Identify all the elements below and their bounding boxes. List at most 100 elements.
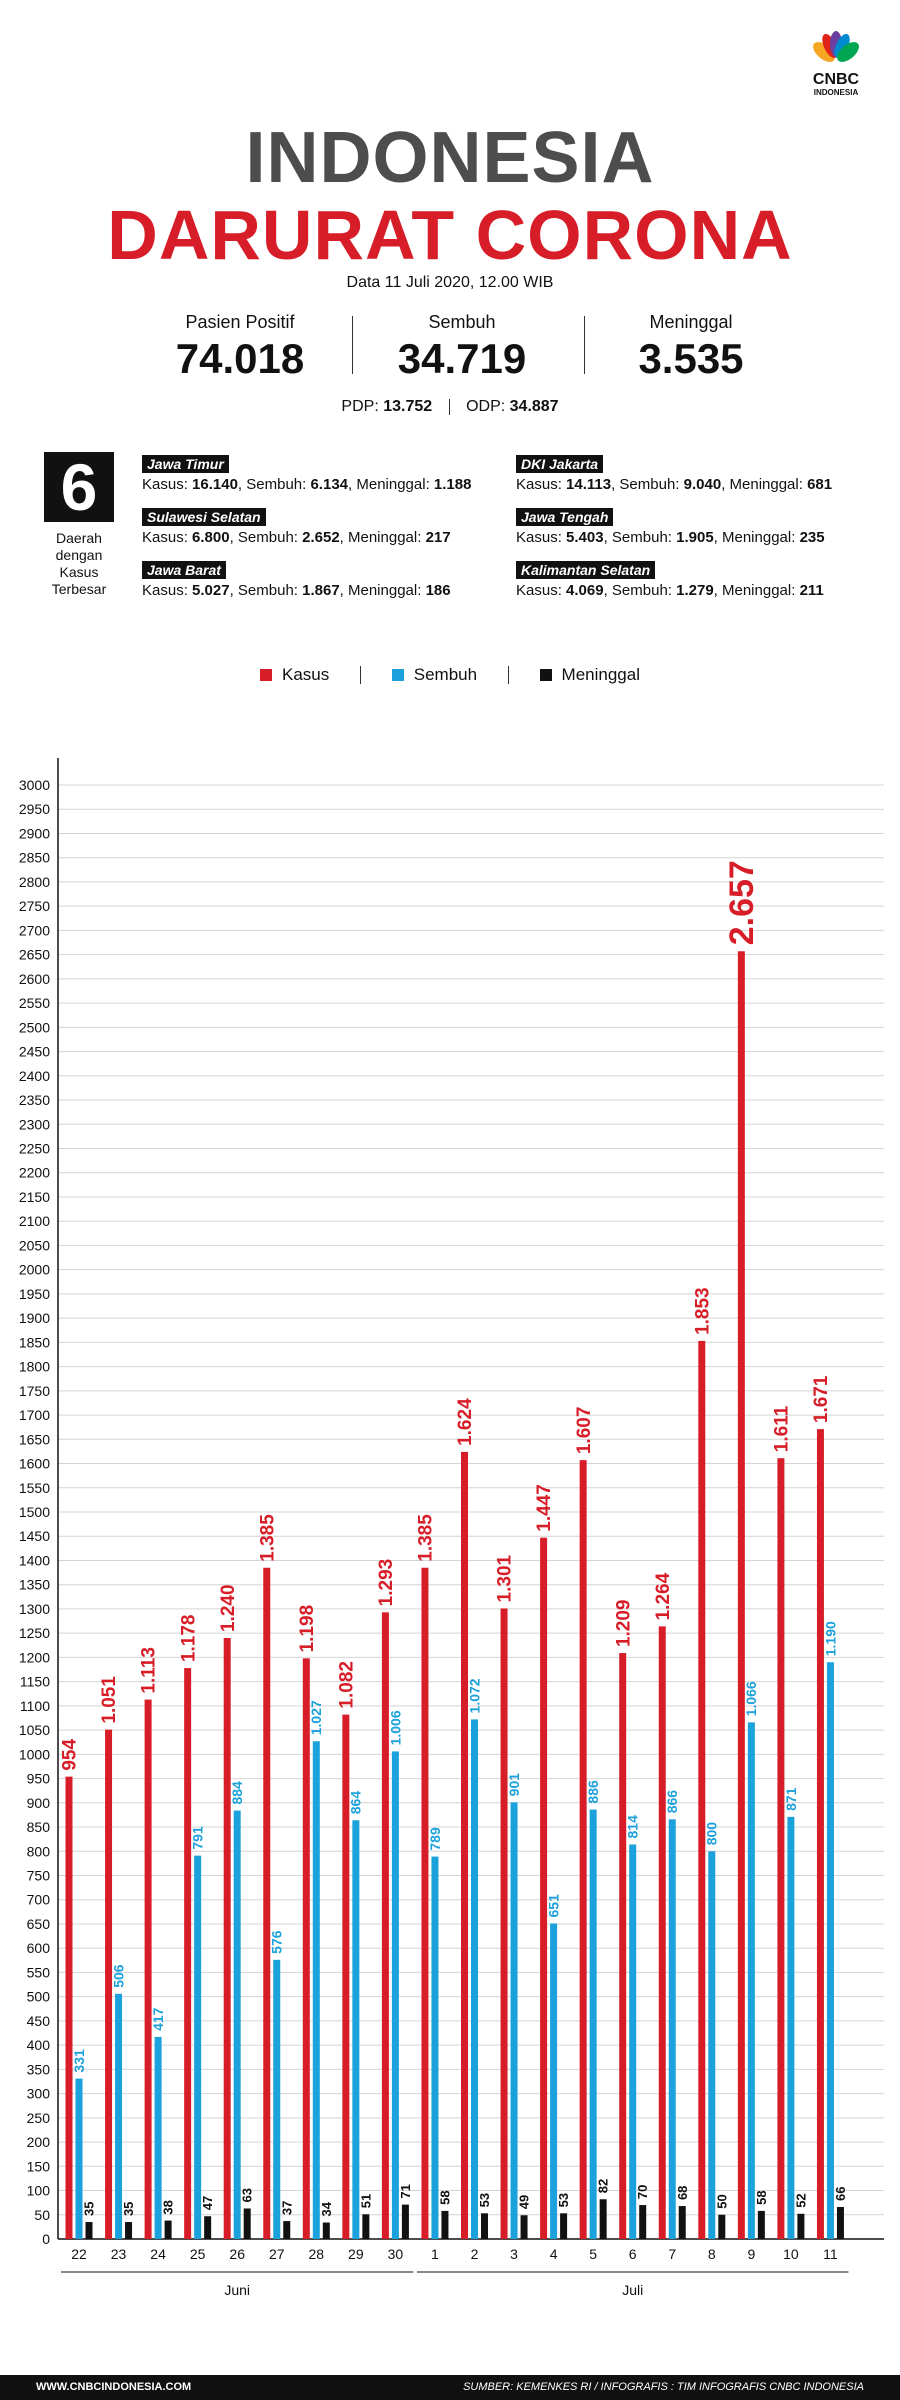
y-tick-label: 800 (27, 1843, 51, 1859)
y-tick-label: 2850 (19, 850, 50, 866)
region-kalimantan-selatan: Kalimantan Selatan Kasus: 4.069, Sembuh:… (516, 561, 896, 599)
y-tick-label: 2750 (19, 898, 50, 914)
value-label-meninggal: 52 (793, 2193, 808, 2207)
x-tick-label: 2 (471, 2246, 479, 2262)
pdp-label: PDP: (341, 398, 379, 415)
bar-kasus (461, 1451, 468, 2239)
y-tick-label: 2100 (19, 1213, 50, 1229)
bar-sembuh (75, 2078, 83, 2239)
y-tick-label: 450 (27, 2013, 51, 2029)
value-label-kasus: 2.657 (723, 860, 761, 945)
value-label-meninggal: 71 (398, 2184, 413, 2198)
value-label-sembuh: 506 (110, 1964, 126, 1988)
value-label-kasus: 1.264 (653, 1572, 674, 1620)
y-tick-label: 1900 (19, 1310, 50, 1326)
value-label-kasus: 1.447 (534, 1484, 555, 1532)
odp-label: ODP: (466, 398, 506, 415)
region-info: Kasus: 4.069, Sembuh: 1.279, Meninggal: … (516, 582, 824, 599)
value-label-meninggal: 50 (714, 2194, 729, 2208)
y-tick-label: 2350 (19, 1092, 50, 1108)
stat-label: Sembuh (428, 312, 496, 332)
value-label-kasus: 1.178 (178, 1615, 199, 1663)
value-label-sembuh: 791 (190, 1826, 206, 1850)
value-label-sembuh: 884 (229, 1781, 245, 1805)
value-label-meninggal: 66 (833, 2187, 848, 2201)
y-tick-label: 1100 (20, 1698, 50, 1714)
stat-value: 74.018 (175, 335, 305, 382)
bar-meninggal (85, 2222, 93, 2239)
bar-sembuh (273, 1959, 281, 2239)
region-count: 6 (44, 452, 114, 522)
bar-meninggal (441, 2210, 449, 2239)
bar-kasus (421, 1567, 429, 2239)
value-label-sembuh: 814 (625, 1815, 641, 1839)
region-info: Kasus: 14.113, Sembuh: 9.040, Meninggal:… (516, 476, 833, 493)
bar-kasus (579, 1460, 587, 2239)
value-label-sembuh: 331 (71, 2049, 87, 2073)
y-tick-label: 1050 (19, 1722, 50, 1738)
value-label-sembuh: 901 (506, 1773, 522, 1797)
value-label-meninggal: 70 (635, 2185, 650, 2199)
bar-meninggal (204, 2216, 212, 2239)
bar-meninggal (757, 2210, 765, 2239)
y-tick-label: 1700 (19, 1407, 50, 1423)
x-tick-label: 23 (111, 2246, 127, 2262)
value-label-meninggal: 49 (517, 2195, 532, 2209)
region-info: Kasus: 5.403, Sembuh: 1.905, Meninggal: … (516, 529, 825, 546)
value-label-meninggal: 37 (279, 2201, 294, 2215)
y-tick-label: 1850 (19, 1334, 50, 1350)
y-tick-label: 550 (27, 1964, 51, 1980)
value-label-sembuh: 651 (546, 1894, 562, 1918)
region-info: Kasus: 6.800, Sembuh: 2.652, Meninggal: … (142, 529, 451, 546)
value-label-sembuh: 886 (585, 1780, 601, 1804)
bar-sembuh (312, 1741, 320, 2239)
y-tick-label: 1500 (19, 1504, 50, 1520)
y-tick-label: 1150 (20, 1674, 50, 1690)
y-tick-label: 1750 (19, 1383, 50, 1399)
value-label-meninggal: 38 (161, 2200, 176, 2214)
y-tick-label: 2900 (19, 825, 50, 841)
bar-meninggal (678, 2206, 686, 2239)
bar-sembuh (194, 1855, 202, 2239)
bar-sembuh (391, 1751, 399, 2239)
y-tick-label: 2400 (19, 1068, 50, 1084)
region-dki-jakarta: DKI Jakarta Kasus: 14.113, Sembuh: 9.040… (516, 455, 896, 493)
y-tick-label: 2050 (19, 1237, 50, 1253)
bar-meninggal (401, 2204, 409, 2239)
x-tick-label: 22 (71, 2246, 87, 2262)
value-label-kasus: 1.198 (297, 1605, 318, 1653)
legend-swatch (391, 669, 404, 682)
x-tick-label: 29 (348, 2246, 364, 2262)
x-tick-label: 26 (229, 2246, 245, 2262)
y-tick-label: 700 (27, 1892, 51, 1908)
bar-meninggal (481, 2213, 488, 2239)
bar-sembuh (471, 1719, 478, 2239)
region-info: Kasus: 5.027, Sembuh: 1.867, Meninggal: … (142, 582, 451, 599)
y-tick-label: 250 (27, 2110, 51, 2126)
y-tick-label: 350 (27, 2061, 51, 2077)
y-tick-label: 3000 (19, 777, 50, 793)
bar-sembuh (233, 1810, 241, 2239)
bar-meninggal (560, 2213, 568, 2239)
bar-kasus (144, 1699, 152, 2239)
value-label-kasus: 1.082 (337, 1661, 358, 1709)
y-tick-label: 400 (27, 2037, 51, 2053)
value-label-sembuh: 866 (664, 1790, 680, 1814)
stat-value: 34.719 (397, 335, 527, 382)
value-label-kasus: 1.301 (495, 1554, 516, 1602)
stat-label: Pasien Positif (185, 312, 295, 332)
bar-kasus (658, 1626, 666, 2239)
pdp-odp-line: PDP: 13.752 ODP: 34.887 (0, 398, 900, 416)
y-tick-label: 750 (27, 1868, 51, 1884)
y-tick-label: 1950 (19, 1286, 50, 1302)
y-tick-label: 600 (27, 1940, 51, 1956)
region-jawa-timur: Jawa Timur Kasus: 16.140, Sembuh: 6.134,… (142, 455, 522, 493)
y-tick-label: 1350 (19, 1577, 50, 1593)
bar-sembuh (787, 1816, 795, 2239)
bar-kasus (540, 1537, 548, 2239)
value-label-meninggal: 47 (200, 2196, 215, 2210)
value-label-kasus: 1.624 (455, 1398, 476, 1446)
x-tick-label: 10 (783, 2246, 799, 2262)
region-name: Sulawesi Selatan (142, 508, 266, 526)
bar-sembuh (629, 1844, 637, 2239)
